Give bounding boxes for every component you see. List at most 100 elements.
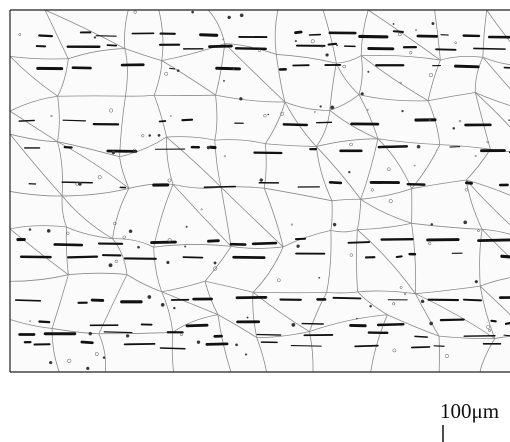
page: 100μm (() => { const data = JSON.parse(d… xyxy=(0,0,510,442)
particle xyxy=(429,119,431,121)
particle xyxy=(191,11,193,13)
inclusion xyxy=(170,68,175,69)
inclusion xyxy=(397,256,402,257)
inclusion xyxy=(491,321,495,322)
particle xyxy=(475,280,478,283)
particle xyxy=(348,171,350,173)
particle xyxy=(103,357,105,359)
inclusion xyxy=(504,335,510,336)
particle xyxy=(370,305,372,307)
particle xyxy=(417,145,420,148)
inclusion xyxy=(456,66,479,67)
inclusion xyxy=(68,257,97,258)
particle xyxy=(129,230,132,233)
particle xyxy=(326,54,329,57)
inclusion xyxy=(39,322,49,323)
inclusion xyxy=(464,300,481,301)
particle xyxy=(177,69,179,71)
particle xyxy=(186,226,188,228)
inclusion xyxy=(412,347,430,348)
particle xyxy=(260,179,263,182)
inclusion xyxy=(160,121,166,122)
inclusion xyxy=(107,45,116,46)
inclusion xyxy=(348,242,369,243)
particle xyxy=(421,300,424,303)
particle xyxy=(239,97,242,100)
micrograph xyxy=(10,10,510,372)
particle xyxy=(402,110,404,112)
particle xyxy=(223,80,224,81)
micrograph-figure: 100μm xyxy=(0,0,510,442)
micrograph-field xyxy=(10,10,510,372)
particle xyxy=(233,69,234,70)
inclusion xyxy=(378,324,403,325)
inclusion xyxy=(284,124,307,125)
inclusion xyxy=(441,320,464,321)
inclusion xyxy=(466,183,471,184)
particle xyxy=(235,344,237,346)
inclusion xyxy=(55,244,82,245)
inclusion xyxy=(209,241,219,242)
particle xyxy=(158,134,160,136)
inclusion xyxy=(474,48,505,49)
particle xyxy=(89,332,92,335)
particle xyxy=(429,322,432,325)
particle xyxy=(166,261,169,264)
inclusion xyxy=(333,298,360,299)
particle xyxy=(431,223,433,225)
inclusion xyxy=(253,243,276,244)
inclusion xyxy=(296,32,301,33)
particle xyxy=(319,277,320,278)
particle xyxy=(361,92,364,95)
particle xyxy=(137,246,139,248)
inclusion xyxy=(502,256,510,257)
inclusion xyxy=(16,300,41,301)
particle xyxy=(247,317,249,319)
particle xyxy=(320,106,322,108)
inclusion xyxy=(291,346,321,347)
particle xyxy=(245,354,247,356)
particle xyxy=(368,71,370,73)
particle xyxy=(149,134,151,136)
particle xyxy=(148,295,151,298)
particle xyxy=(228,16,231,19)
particle xyxy=(240,14,243,17)
particle xyxy=(336,45,337,46)
inclusion xyxy=(394,31,403,32)
inclusion xyxy=(329,44,336,45)
inclusion xyxy=(160,348,185,349)
inclusion xyxy=(236,48,266,49)
particle xyxy=(207,146,210,149)
particle xyxy=(464,221,467,224)
particle xyxy=(432,22,435,25)
particle xyxy=(49,361,52,364)
inclusion xyxy=(201,35,217,36)
particle xyxy=(214,262,217,265)
inclusion xyxy=(415,336,427,337)
inclusion xyxy=(217,68,240,69)
particle xyxy=(29,228,31,230)
inclusion xyxy=(479,240,510,241)
inclusion xyxy=(506,323,510,324)
particle xyxy=(94,36,96,38)
inclusion xyxy=(436,49,455,50)
particle xyxy=(333,223,336,226)
inclusion xyxy=(204,187,235,188)
inclusion xyxy=(96,36,116,37)
particle xyxy=(126,334,129,337)
particle xyxy=(295,40,297,42)
particle xyxy=(292,323,295,326)
particle xyxy=(331,106,335,110)
particle xyxy=(173,307,175,309)
scale-bar-label: 100μm xyxy=(440,399,499,423)
inclusion xyxy=(355,346,378,347)
inclusion xyxy=(187,325,207,326)
inclusion xyxy=(63,120,85,121)
particle xyxy=(78,182,81,185)
inclusion xyxy=(379,146,407,147)
particle xyxy=(161,303,164,306)
particle xyxy=(297,245,300,248)
inclusion xyxy=(257,335,280,336)
inclusion xyxy=(182,120,192,121)
particle xyxy=(393,23,394,24)
